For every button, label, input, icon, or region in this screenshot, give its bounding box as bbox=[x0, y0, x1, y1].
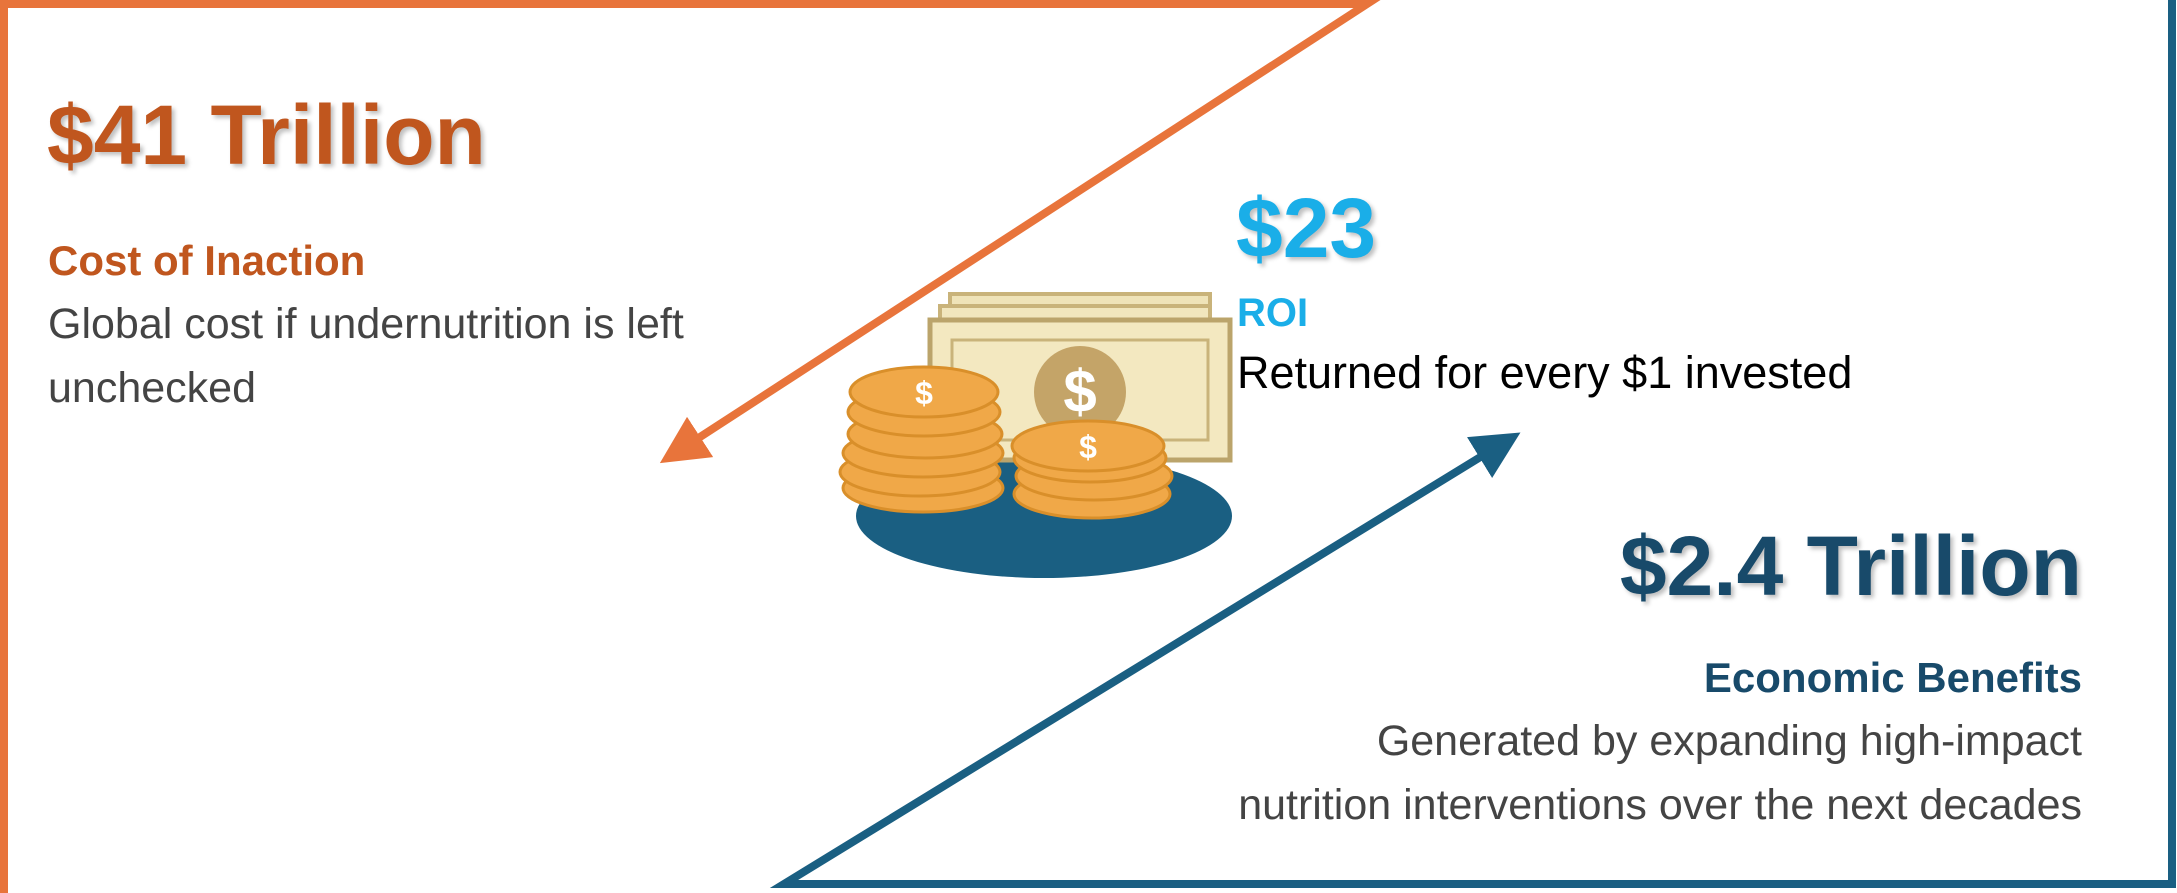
svg-text:$: $ bbox=[915, 375, 933, 411]
right-description-line: Generated by expanding high-impact bbox=[1377, 720, 2082, 763]
center-figure: $23 bbox=[1236, 186, 1376, 270]
center-heading: ROI bbox=[1237, 293, 1308, 333]
right-figure: $2.4 Trillion bbox=[1620, 524, 2082, 608]
svg-text:$: $ bbox=[1079, 429, 1097, 465]
left-description-line: unchecked bbox=[48, 367, 256, 410]
svg-text:$: $ bbox=[1063, 358, 1096, 425]
left-figure: $41 Trillion bbox=[47, 93, 486, 177]
money-illustration: $ $ $ bbox=[840, 294, 1232, 578]
right-description-line: nutrition interventions over the next de… bbox=[1238, 784, 2082, 827]
page: $ $ $ $41 Trillion Cost of Inaction Glob… bbox=[0, 0, 2177, 893]
left-heading: Cost of Inaction bbox=[48, 240, 365, 282]
left-description-line: Global cost if undernutrition is left bbox=[48, 303, 684, 346]
center-description: Returned for every $1 invested bbox=[1237, 350, 1852, 395]
right-heading: Economic Benefits bbox=[1704, 657, 2082, 699]
